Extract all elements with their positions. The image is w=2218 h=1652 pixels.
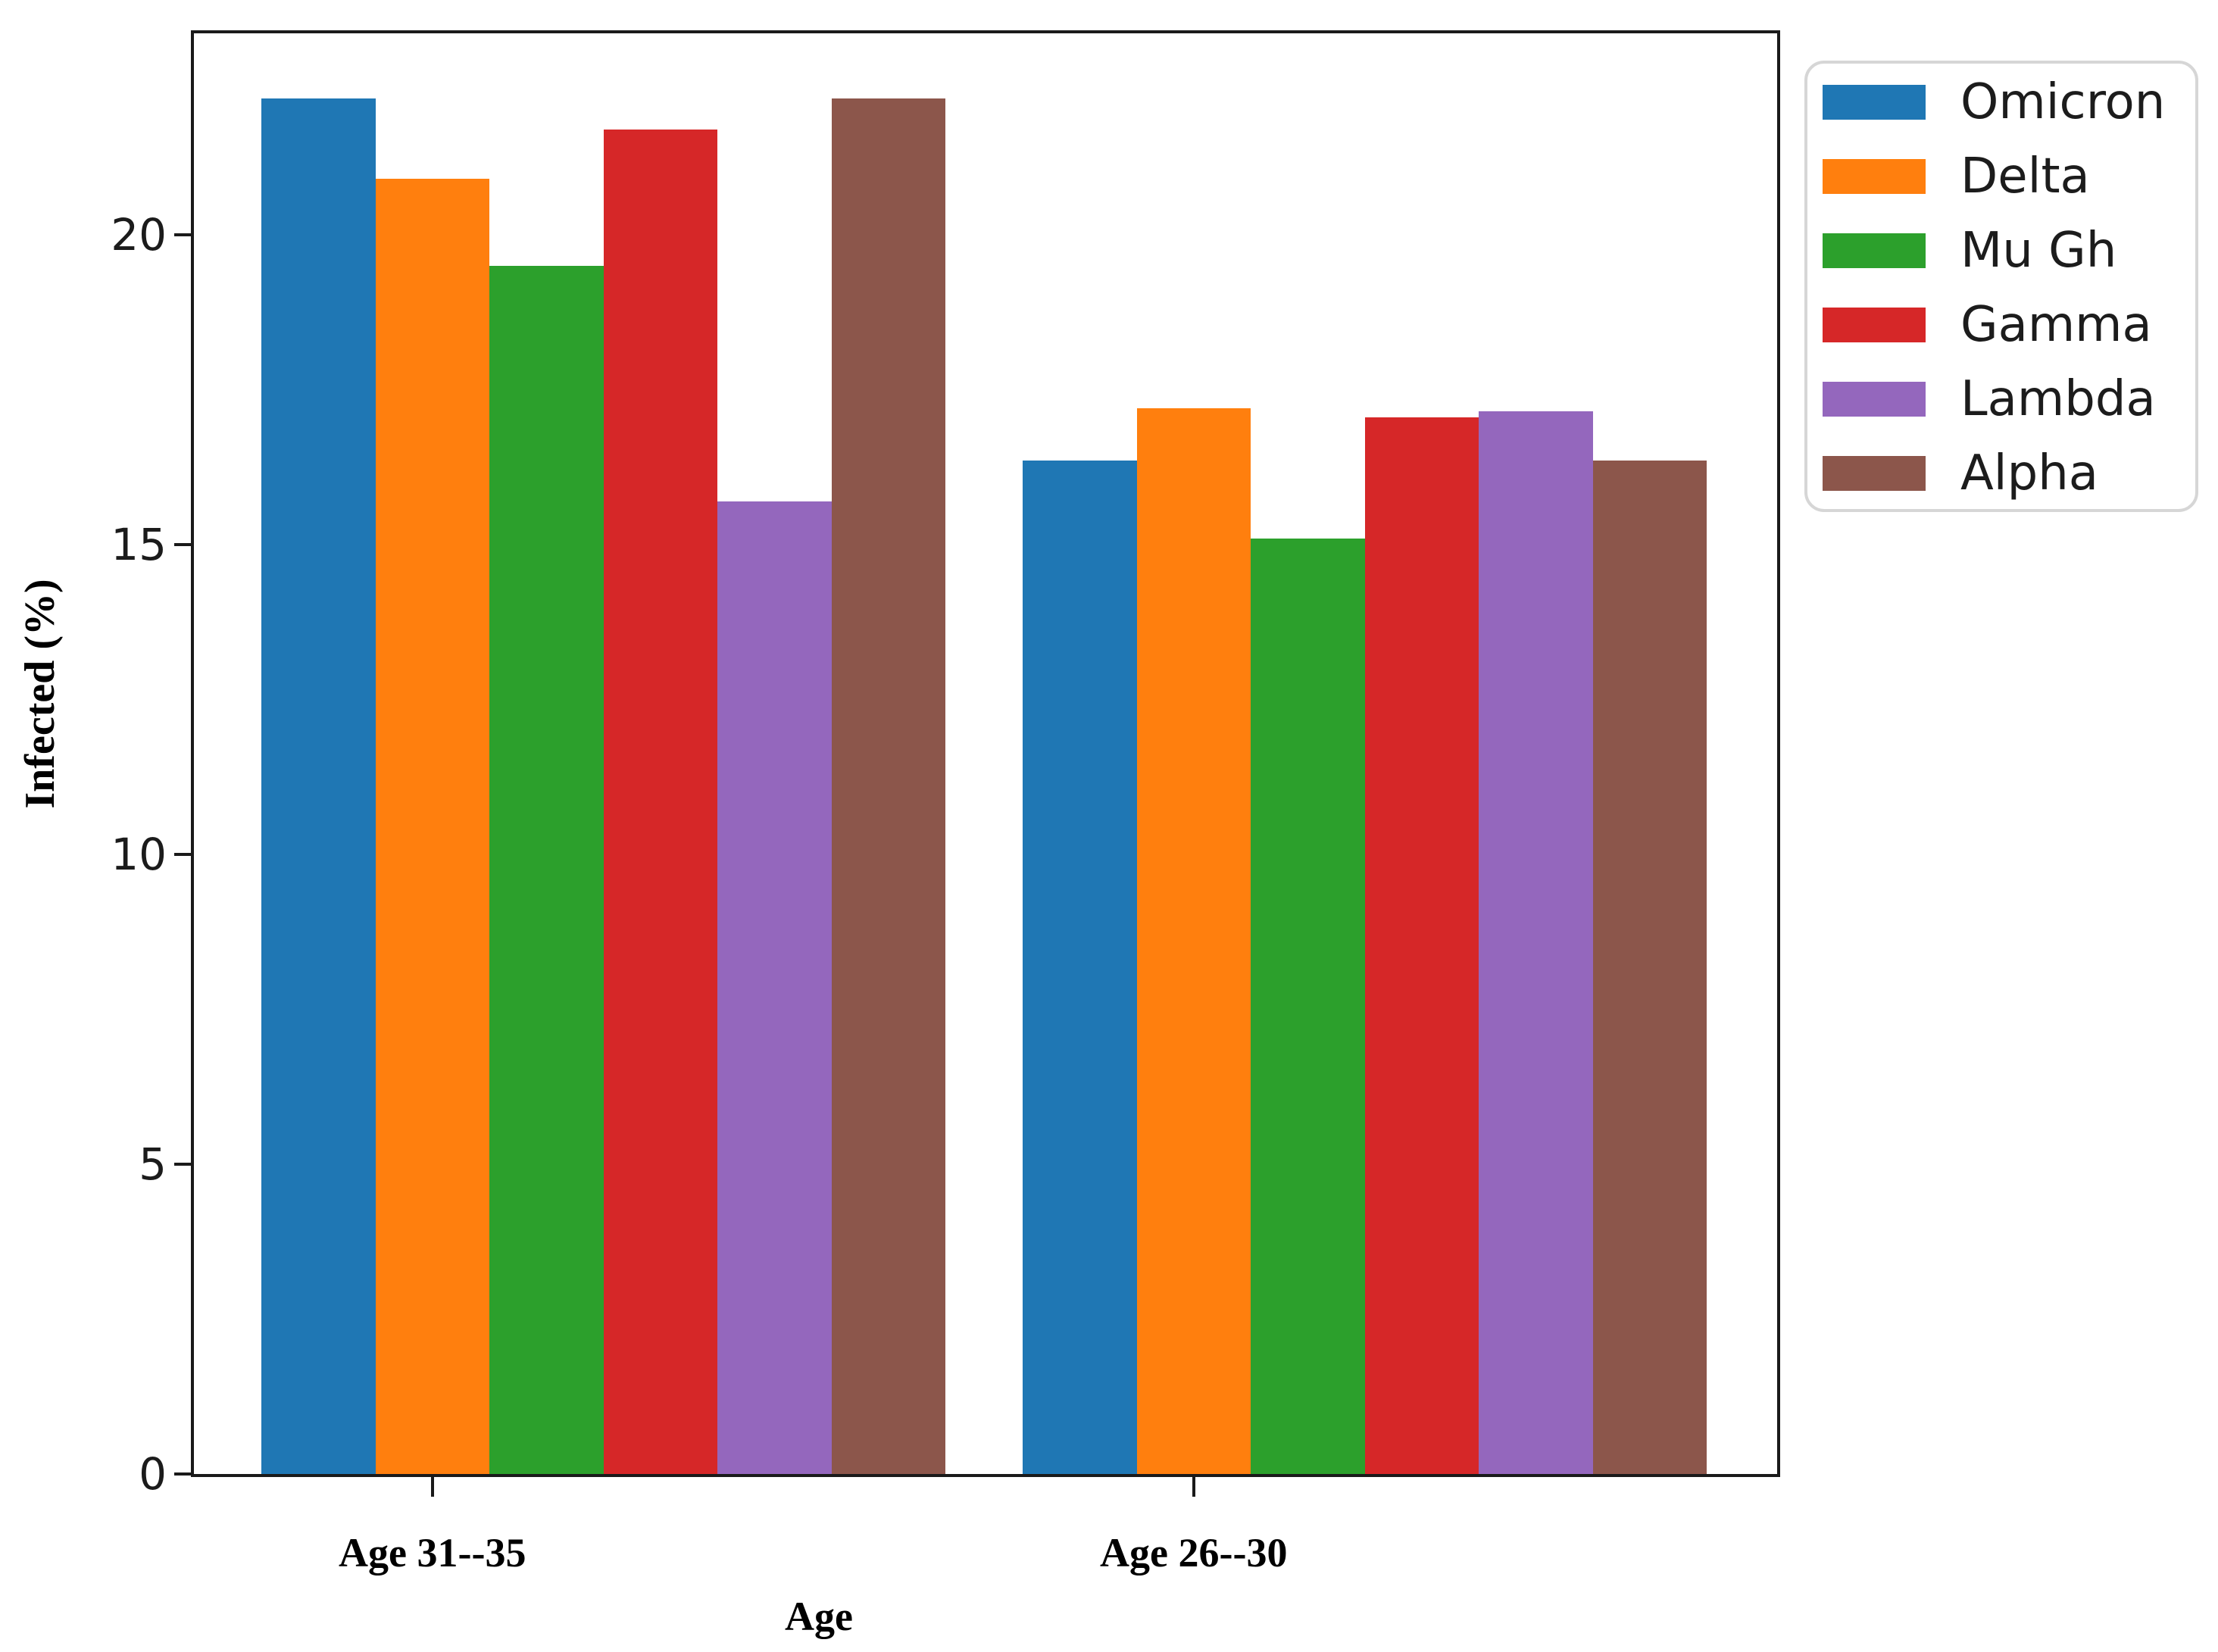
y-tick-20	[174, 233, 191, 236]
legend-label-delta: Delta	[1960, 148, 2090, 205]
legend-item-alpha: Alpha	[1807, 436, 2195, 511]
x-tick-age-31-35	[430, 1477, 434, 1497]
bar-lambda-age-26-30	[1479, 411, 1593, 1474]
bar-alpha-age-31-35	[831, 98, 945, 1474]
y-tick-label-0: 0	[139, 1448, 167, 1500]
legend-swatch-alpha	[1823, 456, 1926, 491]
y-tick-label-20: 20	[111, 208, 167, 261]
bar-lambda-age-31-35	[717, 501, 832, 1474]
y-axis-title: Infected (%)	[17, 579, 64, 809]
x-tick-label-age-26-30: Age 26--30	[1100, 1530, 1288, 1575]
y-tick-label-5: 5	[139, 1138, 167, 1190]
bar-mu-gh-age-31-35	[489, 265, 604, 1474]
legend-item-delta: Delta	[1807, 139, 2195, 214]
legend: Omicron Delta Mu Gh Gamma Lambda Alpha	[1804, 61, 2198, 512]
legend-label-omicron: Omicron	[1960, 74, 2166, 130]
y-tick-15	[174, 542, 191, 546]
legend-item-mu-gh: Mu Gh	[1807, 214, 2195, 288]
legend-label-gamma: Gamma	[1960, 297, 2152, 353]
bar-gamma-age-31-35	[603, 129, 717, 1474]
legend-item-lambda: Lambda	[1807, 362, 2195, 436]
bar-omicron-age-26-30	[1023, 461, 1137, 1474]
plot-area: 0 5 10 15 20 Age 31--35 Age 26--30 Age Infect…	[17, 30, 1780, 1639]
legend-label-alpha: Alpha	[1960, 445, 2098, 501]
bar-gamma-age-26-30	[1364, 417, 1479, 1474]
bar-omicron-age-31-35	[261, 98, 376, 1474]
x-tick-label-age-31-35: Age 31--35	[339, 1530, 526, 1575]
legend-swatch-omicron	[1823, 85, 1926, 120]
legend-item-gamma: Gamma	[1807, 288, 2195, 362]
x-tick-age-26-30	[1192, 1477, 1195, 1497]
bar-delta-age-26-30	[1136, 408, 1251, 1474]
x-axis-title: Age	[785, 1594, 853, 1639]
legend-item-omicron: Omicron	[1807, 65, 2195, 139]
legend-label-lambda: Lambda	[1960, 371, 2156, 427]
legend-swatch-gamma	[1823, 308, 1926, 342]
legend-swatch-mu-gh	[1823, 233, 1926, 268]
bar-mu-gh-age-26-30	[1251, 538, 1365, 1474]
legend-swatch-lambda	[1823, 382, 1926, 417]
y-tick-0	[174, 1472, 191, 1476]
y-tick-label-15: 15	[111, 518, 167, 570]
legend-label-mu-gh: Mu Gh	[1960, 223, 2117, 279]
bar-delta-age-31-35	[375, 179, 489, 1474]
y-tick-5	[174, 1162, 191, 1166]
y-tick-label-10: 10	[111, 828, 167, 880]
legend-swatch-delta	[1823, 159, 1926, 194]
y-tick-10	[174, 852, 191, 856]
bar-alpha-age-26-30	[1592, 461, 1707, 1474]
